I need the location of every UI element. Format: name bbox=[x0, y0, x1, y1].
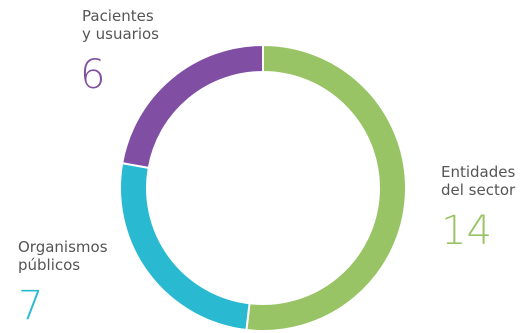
value-organismos-publicos: 7 bbox=[18, 286, 43, 326]
value-entidades-sector: 14 bbox=[441, 211, 492, 251]
value-pacientes-usuarios: 6 bbox=[80, 55, 105, 95]
label-organismos-publicos: Organismos públicos bbox=[18, 238, 108, 274]
label-entidades-sector: Entidades del sector bbox=[441, 163, 515, 199]
label-pacientes-usuarios: Pacientes y usuarios bbox=[82, 7, 159, 43]
slice-pacientes-usuarios bbox=[122, 45, 263, 168]
slice-entidades-sector bbox=[246, 45, 406, 331]
slice-organismos-publicos bbox=[120, 163, 250, 330]
